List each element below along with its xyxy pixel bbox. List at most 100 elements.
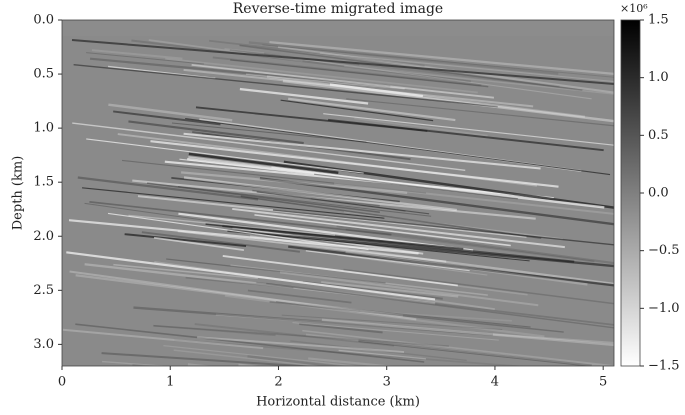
x-tick-label: 5 [599,375,607,390]
reflector [84,263,436,305]
image-background [62,20,614,366]
reflector [163,345,362,366]
reflector [209,39,425,67]
reflector [153,324,449,347]
reflector [346,98,614,127]
reflector [194,323,395,347]
reflector [238,363,264,366]
reflector [185,276,294,289]
reflector [188,152,339,175]
reflector [336,225,614,265]
reflector [183,176,457,212]
x-tick-label: 2 [274,375,282,390]
reflector [245,73,405,90]
reflector [272,209,614,246]
reflector [290,340,467,362]
water-layer [62,20,614,36]
colorbar-tick-label: 0.5 [648,128,669,143]
colorbar-tick-label: −1.0 [648,301,680,316]
reflector [183,132,541,170]
reflector [343,210,563,240]
reflector [108,103,233,122]
reflector [254,214,511,247]
reflector [239,87,369,105]
reflector [62,328,264,350]
reflector [68,219,419,255]
reflector [281,314,503,330]
reflector [252,189,380,207]
y-tick-label: 0.5 [33,67,54,82]
reflector [292,322,499,341]
reflector [247,289,352,304]
reflector [343,268,614,305]
reflector [321,281,459,298]
reflector [195,106,428,132]
reflector [91,49,183,60]
reflector [224,294,545,338]
reflector [171,177,400,203]
reflector [71,39,614,85]
reflector [197,336,405,354]
reflector [305,250,470,272]
reflector [276,301,531,328]
reflector [281,56,592,100]
reflector [314,173,518,200]
reflector [152,324,276,337]
y-tick-label: 0.0 [33,13,54,28]
reflector [299,323,383,334]
reflector [308,357,396,366]
reflector [146,182,380,214]
reflector [256,281,614,326]
y-axis-label: Depth (km) [11,156,26,231]
reflector [113,110,221,126]
reflector [247,355,342,366]
reflector [133,306,494,336]
reflector [230,264,488,296]
y-tick-label: 2.0 [33,229,54,244]
x-axis-label: Horizontal distance (km) [256,395,420,410]
colorbar [620,19,641,367]
plot-frame [61,19,615,367]
reflector [89,201,392,236]
reflector [358,339,592,366]
x-tick-label: 3 [383,375,391,390]
reflector [215,313,614,344]
reflector [359,310,512,322]
colorbar-tick-label: 1.0 [648,70,669,85]
reflector [124,233,247,248]
colorbar-offset: ×10⁶ [620,2,648,15]
reflector [166,258,386,284]
reflector [250,235,614,286]
reflector [305,333,612,366]
reflector [222,255,458,287]
reflector [259,177,614,226]
reflector [153,236,245,251]
y-tick-label: 1.5 [33,175,54,190]
reflector [86,138,364,174]
reflector [338,349,427,360]
reflector [227,229,614,268]
reflector [256,191,430,215]
reflector [344,65,614,95]
reflector [121,159,427,194]
reflector [77,176,259,201]
y-tick-label: 3.0 [33,337,54,352]
reflector [345,228,595,263]
reflector [302,329,614,366]
reflector [75,274,403,318]
reflector [174,339,526,366]
reflector [279,271,539,307]
reflector [117,133,538,187]
reflector [187,363,215,366]
reflector [75,323,425,363]
reflector [334,182,614,215]
reflector [269,41,614,75]
reflector [212,56,482,87]
reflector [131,39,471,83]
reflector [230,59,489,88]
reflector [113,263,258,280]
reflector [128,214,336,236]
reflector [171,122,367,143]
reflector [248,41,559,75]
